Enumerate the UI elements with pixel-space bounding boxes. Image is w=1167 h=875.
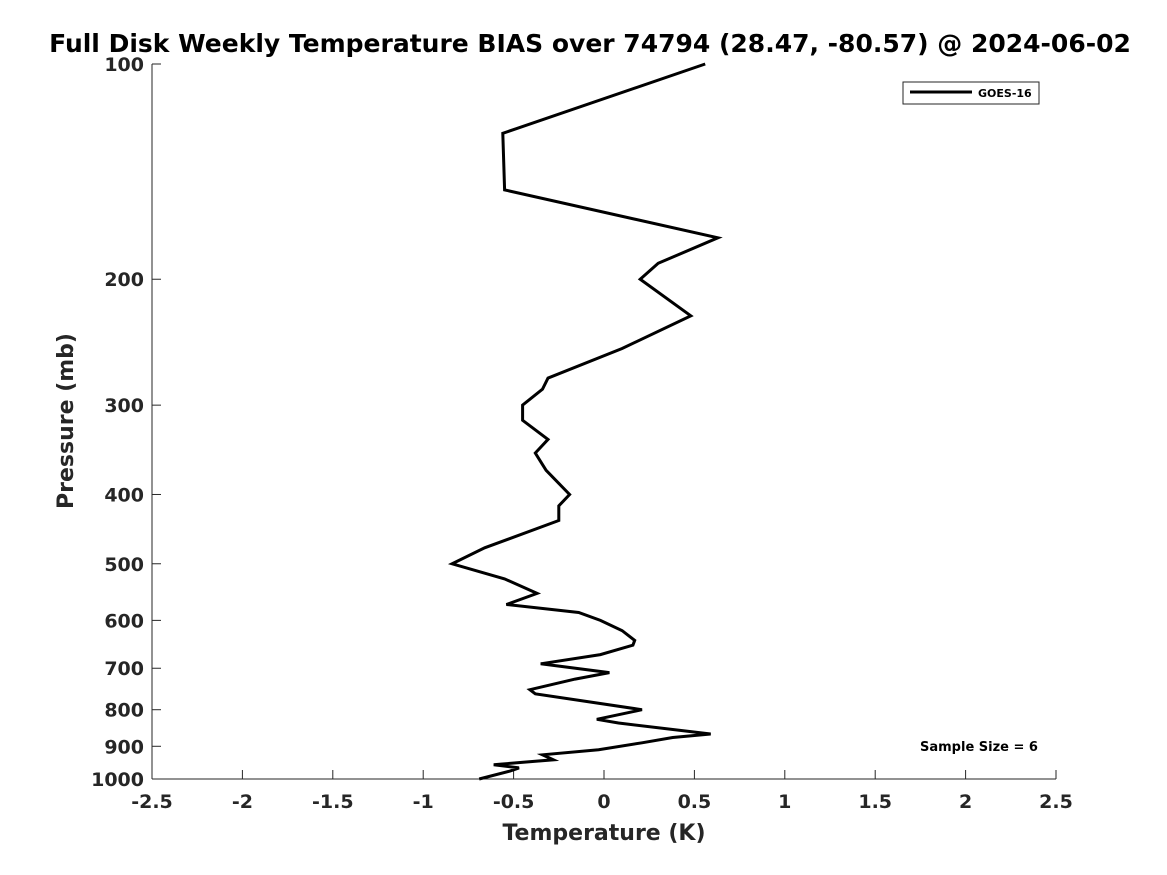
y-axis-label: Pressure (mb)	[54, 333, 79, 509]
x-axis-label: Temperature (K)	[502, 821, 705, 846]
y-tick-label: 900	[104, 736, 144, 758]
x-tick-label: -1.5	[312, 791, 354, 813]
series-layer	[447, 62, 723, 781]
y-tick-label: 400	[104, 484, 144, 506]
chart-title: Full Disk Weekly Temperature BIAS over 7…	[49, 29, 1131, 58]
x-tick-label: 0.5	[678, 791, 712, 813]
x-tick-label: -0.5	[493, 791, 535, 813]
y-tick-label: 500	[104, 554, 144, 576]
x-tick-label: -1	[413, 791, 434, 813]
x-tick-label: 0	[597, 791, 610, 813]
series-line-goes-16	[447, 62, 723, 781]
x-axis-ticks: -2.5 -2 -1.5 -1 -0.5 0 0.5 1 1.5 2 2.5	[131, 770, 1073, 813]
legend: GOES-16	[902, 81, 1040, 105]
sample-size-annotation: Sample Size = 6	[920, 740, 1038, 755]
x-tick-label: -2.5	[131, 791, 173, 813]
y-tick-label: 100	[104, 54, 144, 76]
x-tick-label: 1.5	[858, 791, 892, 813]
y-tick-label: 200	[104, 269, 144, 291]
x-tick-label: 2.5	[1039, 791, 1073, 813]
x-tick-label: -2	[232, 791, 253, 813]
legend-label-goes-16: GOES-16	[978, 87, 1032, 100]
x-tick-label: 2	[959, 791, 972, 813]
y-tick-label: 700	[104, 658, 144, 680]
y-tick-label: 800	[104, 700, 144, 722]
y-tick-label: 600	[104, 610, 144, 632]
x-tick-label: 1	[778, 791, 791, 813]
y-tick-label: 1000	[91, 769, 144, 791]
y-axis-ticks: 100 200 300 400 500 600 700 800 900 1000	[91, 54, 161, 791]
y-tick-label: 300	[104, 395, 144, 417]
